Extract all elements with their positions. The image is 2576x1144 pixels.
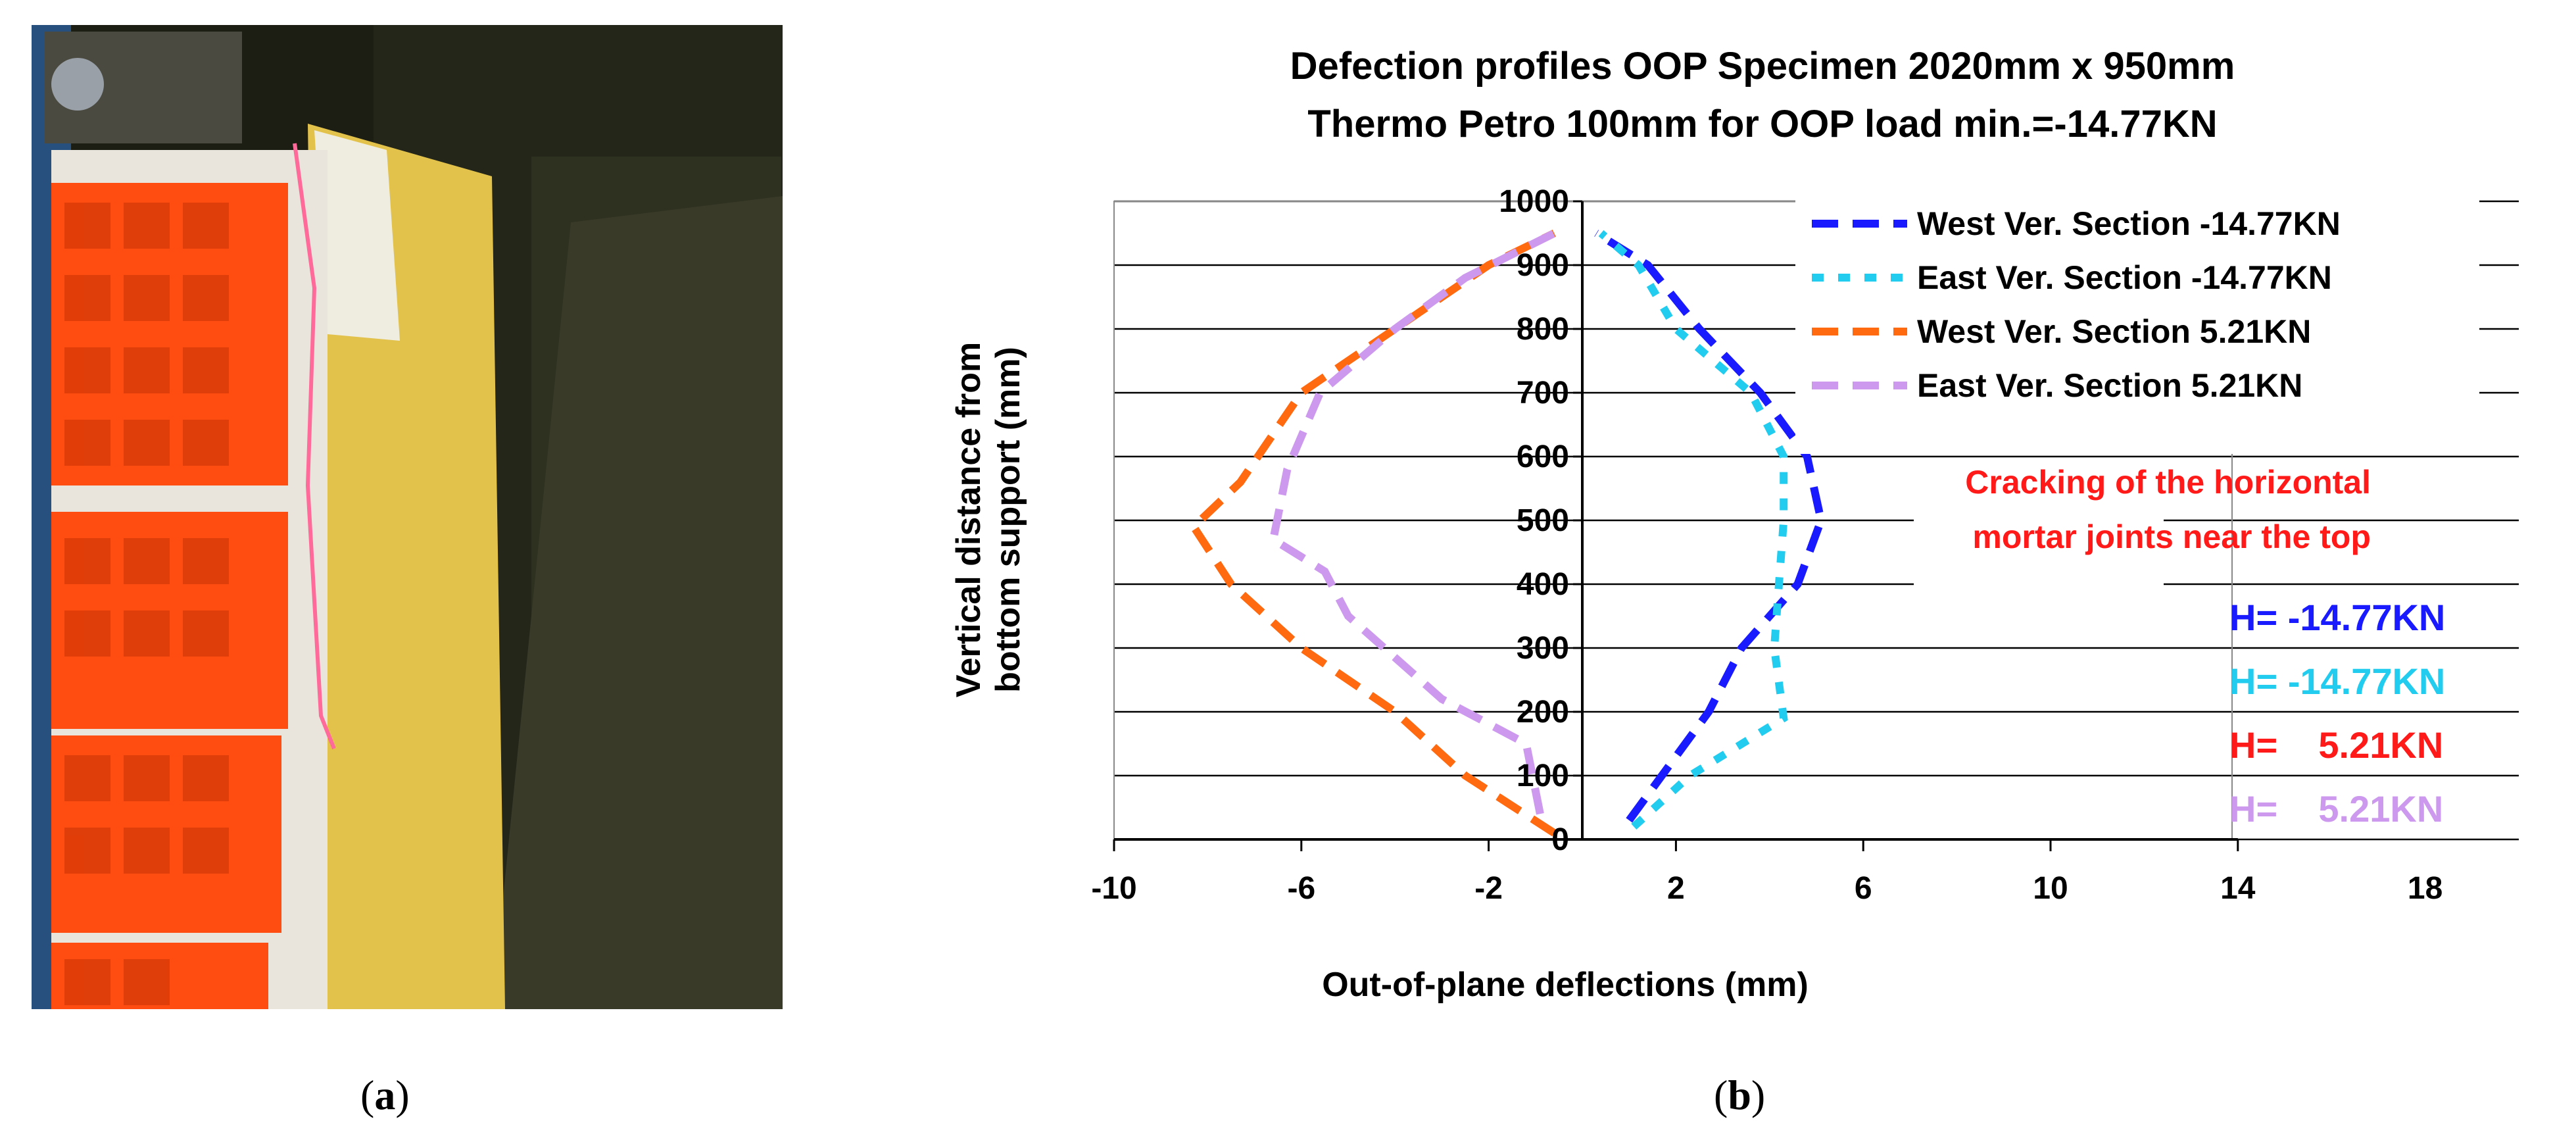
bolt-icon — [51, 58, 104, 111]
y-ticks: 0 100 200 300 400 500 600 700 800 900 1000 — [1499, 184, 1582, 857]
legend-label-2: East Ver. Section -14.77KN — [1917, 259, 2332, 296]
legend-label-3: West Ver. Section 5.21KN — [1917, 313, 2311, 350]
legend-background — [1795, 191, 2479, 454]
caption-b: (b) — [1714, 1072, 1766, 1118]
x-tick-label: -2 — [1474, 871, 1503, 906]
y-tick-label: 0 — [1551, 822, 1569, 857]
series-line-2 — [1598, 230, 1788, 830]
y-tick-label: 800 — [1517, 312, 1569, 347]
crack-line — [293, 143, 336, 750]
series-line-3 — [1188, 230, 1557, 837]
x-tick-label: -10 — [1091, 871, 1136, 906]
x-tick-label: 18 — [2408, 871, 2442, 906]
legend-label-1: West Ver. Section -14.77KN — [1917, 205, 2341, 242]
brick-cells — [64, 203, 229, 1005]
x-tick-label: 6 — [1855, 871, 1872, 906]
series-line-1 — [1594, 230, 1826, 823]
h-label-2: H= -14.77KN — [2229, 660, 2445, 702]
chart-title-line-1: Defection profiles OOP Specimen 2020mm x… — [1290, 45, 2235, 87]
caption-a: (a) — [360, 1072, 410, 1118]
h-labels: H= -14.77KN H= -14.77KN H= 5.21KN H= 5.21KN — [2229, 597, 2445, 830]
legend-label-4: East Ver. Section 5.21KN — [1917, 367, 2302, 404]
legend: West Ver. Section -14.77KN East Ver. Sect… — [1812, 205, 2341, 404]
x-tick-label: 10 — [2033, 871, 2068, 906]
x-tick-label: -6 — [1287, 871, 1315, 906]
y-tick-label: 700 — [1517, 376, 1569, 410]
x-axis-label: Out-of-plane deflections (mm) — [1322, 966, 1809, 1004]
y-tick-label: 400 — [1517, 567, 1569, 602]
insulation-layer — [308, 124, 505, 1009]
annotation-line-2: mortar joints near the top — [1972, 518, 2371, 555]
masonry-wall-photo — [32, 25, 783, 1009]
x-tick-label: 2 — [1667, 871, 1685, 906]
y-tick-label: 600 — [1517, 439, 1569, 474]
chart-title-line-2: Thermo Petro 100mm for OOP load min.=-14… — [1307, 103, 2217, 145]
series-line-4 — [1269, 230, 1556, 815]
y-tick-label: 300 — [1517, 631, 1569, 666]
deflection-chart: Defection profiles OOP Specimen 2020mm x… — [950, 45, 2519, 1004]
y-axis-label: Vertical distance from bottom support (m… — [950, 342, 1027, 697]
series-lines — [1188, 230, 1826, 837]
h-label-3: H= 5.21KN — [2229, 724, 2443, 766]
y-tick-label: 900 — [1517, 248, 1569, 283]
annotation-background — [1914, 460, 2164, 592]
y-tick-label: 100 — [1517, 759, 1569, 793]
y-axis-label-line-2: bottom support (mm) — [989, 347, 1027, 693]
y-tick-label: 1000 — [1499, 184, 1569, 219]
annotation-line-1: Cracking of the horizontal — [1965, 464, 2371, 501]
y-axis-label-line-1: Vertical distance from — [950, 342, 988, 697]
y-tick-label: 200 — [1517, 695, 1569, 730]
y-tick-label: 500 — [1517, 503, 1569, 538]
x-tick-label: 14 — [2220, 871, 2256, 906]
x-ticks: -10 -6 -2 2 6 10 14 18 — [1091, 839, 2442, 906]
h-label-4: H= 5.21KN — [2229, 788, 2443, 830]
h-label-1: H= -14.77KN — [2229, 597, 2445, 638]
